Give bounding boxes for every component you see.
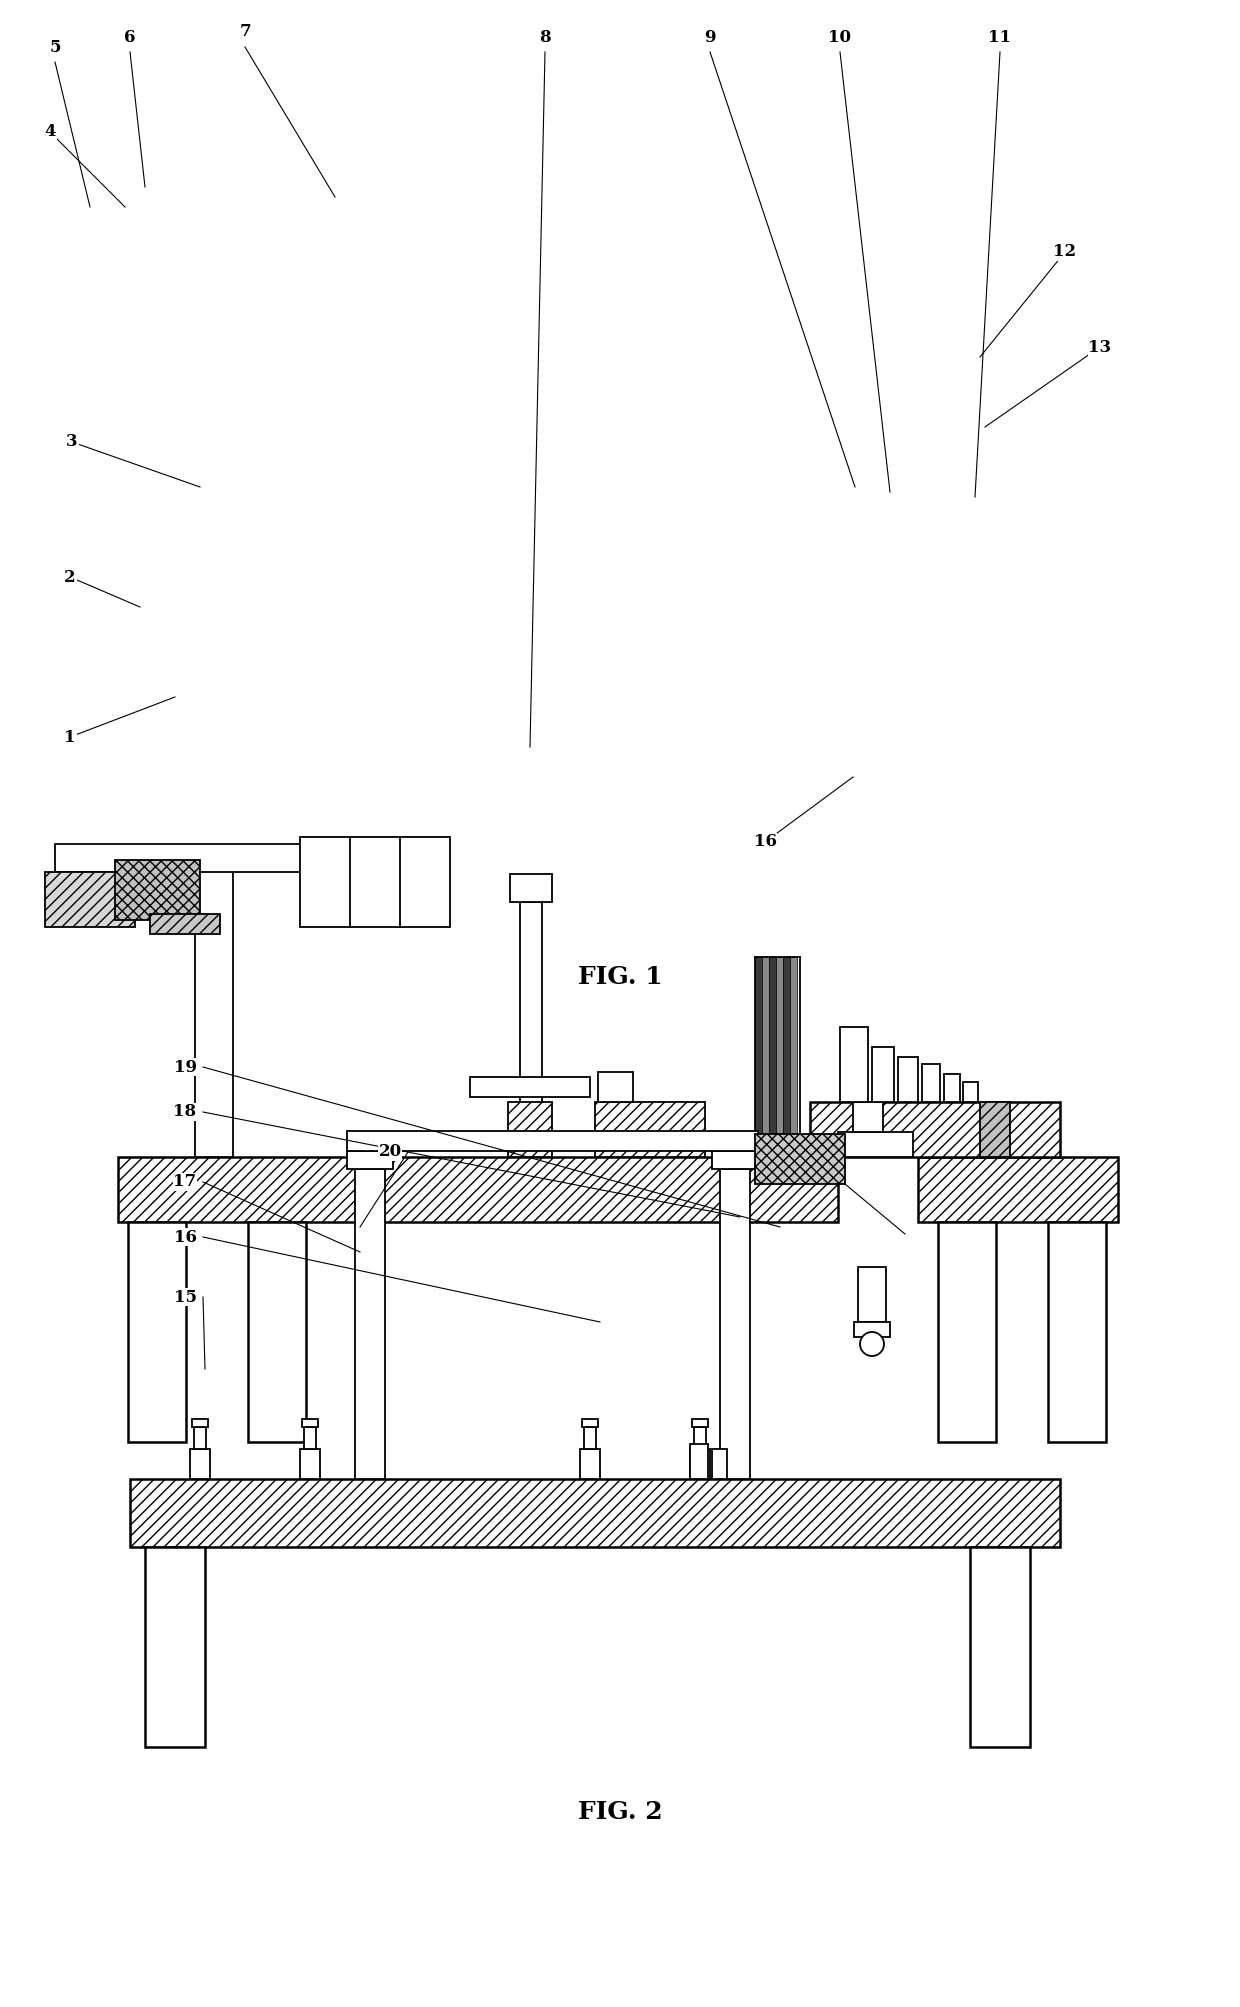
Text: 16: 16: [754, 833, 776, 851]
Circle shape: [861, 1333, 884, 1357]
Bar: [45, 871, 135, 927]
Bar: [694, 1427, 706, 1449]
Text: 5: 5: [50, 38, 61, 56]
Bar: [582, 1419, 598, 1427]
Bar: [145, 1547, 205, 1746]
Bar: [300, 837, 450, 927]
Bar: [853, 1102, 883, 1132]
Bar: [300, 1449, 320, 1479]
Bar: [692, 1419, 708, 1427]
Text: 9: 9: [704, 28, 715, 46]
Bar: [193, 1427, 206, 1449]
Bar: [944, 1074, 960, 1102]
Bar: [755, 1134, 844, 1184]
Bar: [190, 1449, 210, 1479]
Bar: [854, 1323, 890, 1337]
Text: 19: 19: [174, 1058, 196, 1076]
Bar: [918, 1156, 1118, 1222]
Text: 2: 2: [64, 568, 76, 586]
Bar: [712, 1150, 758, 1168]
Text: 15: 15: [174, 1288, 196, 1305]
Bar: [755, 957, 763, 1156]
Bar: [128, 1222, 186, 1441]
Bar: [520, 901, 542, 1156]
Bar: [937, 1222, 996, 1441]
Bar: [347, 1150, 393, 1168]
Bar: [510, 873, 552, 901]
Bar: [595, 1102, 706, 1156]
Bar: [689, 1449, 711, 1479]
Text: 17: 17: [174, 1174, 197, 1190]
Bar: [115, 861, 200, 919]
Bar: [839, 1028, 868, 1102]
Bar: [598, 1072, 632, 1102]
Text: 7: 7: [239, 24, 250, 40]
Bar: [118, 1156, 838, 1222]
Text: 8: 8: [539, 28, 551, 46]
Bar: [712, 1449, 727, 1479]
Text: 10: 10: [828, 28, 852, 46]
Bar: [810, 1102, 1060, 1156]
Bar: [580, 1449, 600, 1479]
Bar: [355, 1168, 384, 1479]
Text: FIG. 2: FIG. 2: [578, 1800, 662, 1824]
Bar: [130, 1479, 1060, 1547]
Text: 20: 20: [378, 1144, 402, 1160]
Bar: [790, 957, 797, 1156]
Text: 13: 13: [1089, 339, 1111, 355]
Bar: [923, 1064, 940, 1102]
Bar: [776, 957, 782, 1156]
Text: 3: 3: [66, 434, 78, 450]
Text: FIG. 1: FIG. 1: [578, 965, 662, 989]
Text: 11: 11: [988, 28, 1012, 46]
Bar: [970, 1547, 1030, 1746]
Bar: [689, 1443, 708, 1479]
Bar: [150, 913, 219, 933]
Bar: [470, 1078, 590, 1098]
Bar: [347, 1132, 758, 1150]
Bar: [304, 1427, 316, 1449]
Bar: [55, 845, 445, 871]
Bar: [838, 1132, 913, 1156]
Bar: [303, 1419, 317, 1427]
Bar: [769, 957, 776, 1156]
Bar: [248, 1222, 306, 1441]
Bar: [872, 1048, 894, 1102]
Text: 4: 4: [45, 124, 56, 140]
Bar: [782, 957, 790, 1156]
Bar: [1048, 1222, 1106, 1441]
Bar: [195, 847, 233, 1156]
Text: 18: 18: [174, 1104, 197, 1120]
Bar: [192, 1419, 208, 1427]
Bar: [898, 1058, 918, 1102]
Text: 1: 1: [64, 729, 76, 745]
Bar: [720, 1168, 750, 1479]
Bar: [584, 1427, 596, 1449]
Text: 6: 6: [124, 28, 135, 46]
Text: 16: 16: [174, 1228, 196, 1246]
Text: 12: 12: [1054, 243, 1076, 261]
Bar: [858, 1266, 887, 1323]
Bar: [980, 1102, 1011, 1156]
Bar: [508, 1102, 552, 1156]
Bar: [963, 1082, 978, 1102]
Bar: [763, 957, 769, 1156]
